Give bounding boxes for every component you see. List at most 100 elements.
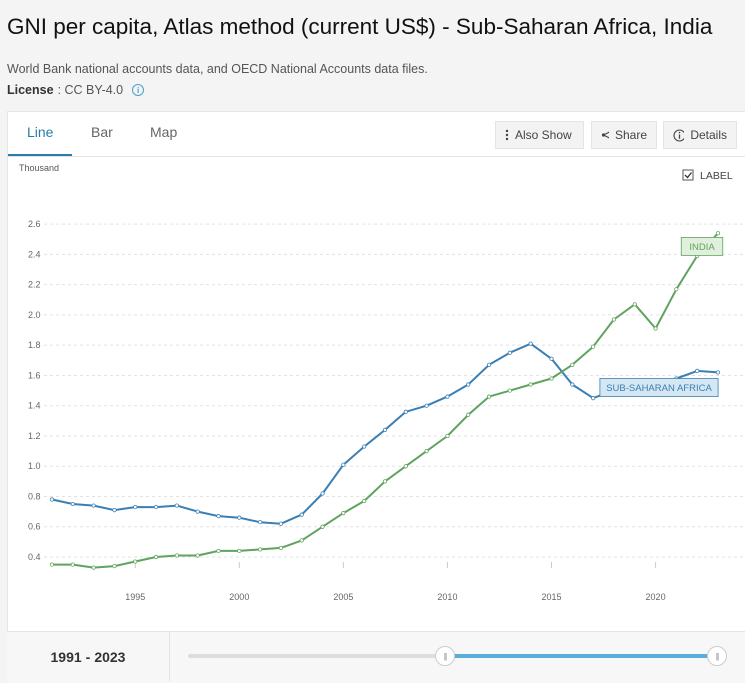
y-tick-label: 1.4 [28,401,41,411]
x-tick-label: 2000 [229,592,249,602]
data-point[interactable] [279,522,282,525]
data-point[interactable] [238,516,241,519]
label-checkbox[interactable] [683,170,693,180]
year-slider-selected-range [446,654,718,658]
chart-panel: Line Bar Map Also Show Share Details Tho… [7,111,745,633]
tab-bar: Line Bar Map Also Show Share Details [8,112,745,157]
data-point[interactable] [113,564,116,567]
data-point[interactable] [321,492,324,495]
data-point[interactable] [217,549,220,552]
data-point[interactable] [716,371,719,374]
data-point[interactable] [508,389,511,392]
y-tick-label: 0.6 [28,522,41,532]
data-point[interactable] [508,351,511,354]
tab-line[interactable]: Line [27,124,53,140]
data-point[interactable] [529,383,532,386]
source-note: World Bank national accounts data, and O… [7,62,428,76]
slider-end-handle[interactable]: ||| [707,646,727,666]
data-point[interactable] [591,345,594,348]
series-line [52,344,718,524]
data-point[interactable] [571,363,574,366]
data-point[interactable] [175,554,178,557]
data-point[interactable] [154,555,157,558]
slider-start-handle[interactable]: ||| [435,646,455,666]
data-point[interactable] [362,445,365,448]
data-point[interactable] [404,465,407,468]
data-point[interactable] [425,404,428,407]
data-point[interactable] [258,521,261,524]
data-point[interactable] [446,434,449,437]
year-range-label: 1991 - 2023 [7,632,170,681]
data-point[interactable] [425,449,428,452]
data-point[interactable] [383,428,386,431]
data-point[interactable] [217,514,220,517]
data-point[interactable] [92,504,95,507]
data-point[interactable] [196,510,199,513]
y-tick-label: 2.0 [28,310,41,320]
license-label: License [7,83,54,97]
data-point[interactable] [154,505,157,508]
data-point[interactable] [487,363,490,366]
data-point[interactable] [92,566,95,569]
page-title: GNI per capita, Atlas method (current US… [7,14,712,40]
data-point[interactable] [113,508,116,511]
info-icon[interactable]: i [132,84,144,96]
data-point[interactable] [300,539,303,542]
tab-map[interactable]: Map [150,124,177,140]
more-vertical-icon [505,129,509,141]
y-tick-label: 2.6 [28,219,41,229]
series-line [52,233,718,567]
data-point[interactable] [300,513,303,516]
range-end: 2023 [94,649,125,665]
data-point[interactable] [571,383,574,386]
data-point[interactable] [279,546,282,549]
data-point[interactable] [654,327,657,330]
data-point[interactable] [716,232,719,235]
y-tick-label: 0.4 [28,552,41,562]
data-point[interactable] [71,563,74,566]
tab-bar-chart[interactable]: Bar [91,124,113,140]
y-tick-label: 1.0 [28,461,41,471]
data-point[interactable] [175,504,178,507]
data-point[interactable] [612,318,615,321]
license-value: : CC BY-4.0 [58,83,124,97]
x-tick-label: 2005 [333,592,353,602]
data-point[interactable] [196,554,199,557]
data-point[interactable] [134,560,137,563]
data-point[interactable] [675,287,678,290]
data-point[interactable] [467,383,470,386]
details-label: Details [690,128,727,142]
x-tick-label: 2010 [437,592,457,602]
data-point[interactable] [446,395,449,398]
data-point[interactable] [591,396,594,399]
data-point[interactable] [550,377,553,380]
license-line: License : CC BY-4.0 i [7,83,144,97]
data-point[interactable] [383,480,386,483]
data-point[interactable] [238,549,241,552]
data-point[interactable] [550,357,553,360]
data-point[interactable] [467,413,470,416]
data-point[interactable] [695,369,698,372]
data-point[interactable] [342,463,345,466]
data-point[interactable] [71,502,74,505]
series-label: INDIA [689,242,715,253]
data-point[interactable] [50,498,53,501]
data-point[interactable] [529,342,532,345]
data-point[interactable] [50,563,53,566]
y-tick-label: 2.2 [28,280,41,290]
data-point[interactable] [487,395,490,398]
label-toggle-text: LABEL [700,170,733,182]
data-point[interactable] [258,548,261,551]
data-point[interactable] [321,525,324,528]
data-point[interactable] [134,505,137,508]
label-toggle[interactable]: LABEL [683,170,733,182]
data-point[interactable] [362,499,365,502]
details-button[interactable]: Details [663,121,737,149]
also-show-button[interactable]: Also Show [495,121,584,149]
data-point[interactable] [633,303,636,306]
data-point[interactable] [404,410,407,413]
y-tick-label: 1.2 [28,431,41,441]
share-button[interactable]: Share [591,121,657,149]
range-separator: - [86,649,91,665]
data-point[interactable] [342,511,345,514]
